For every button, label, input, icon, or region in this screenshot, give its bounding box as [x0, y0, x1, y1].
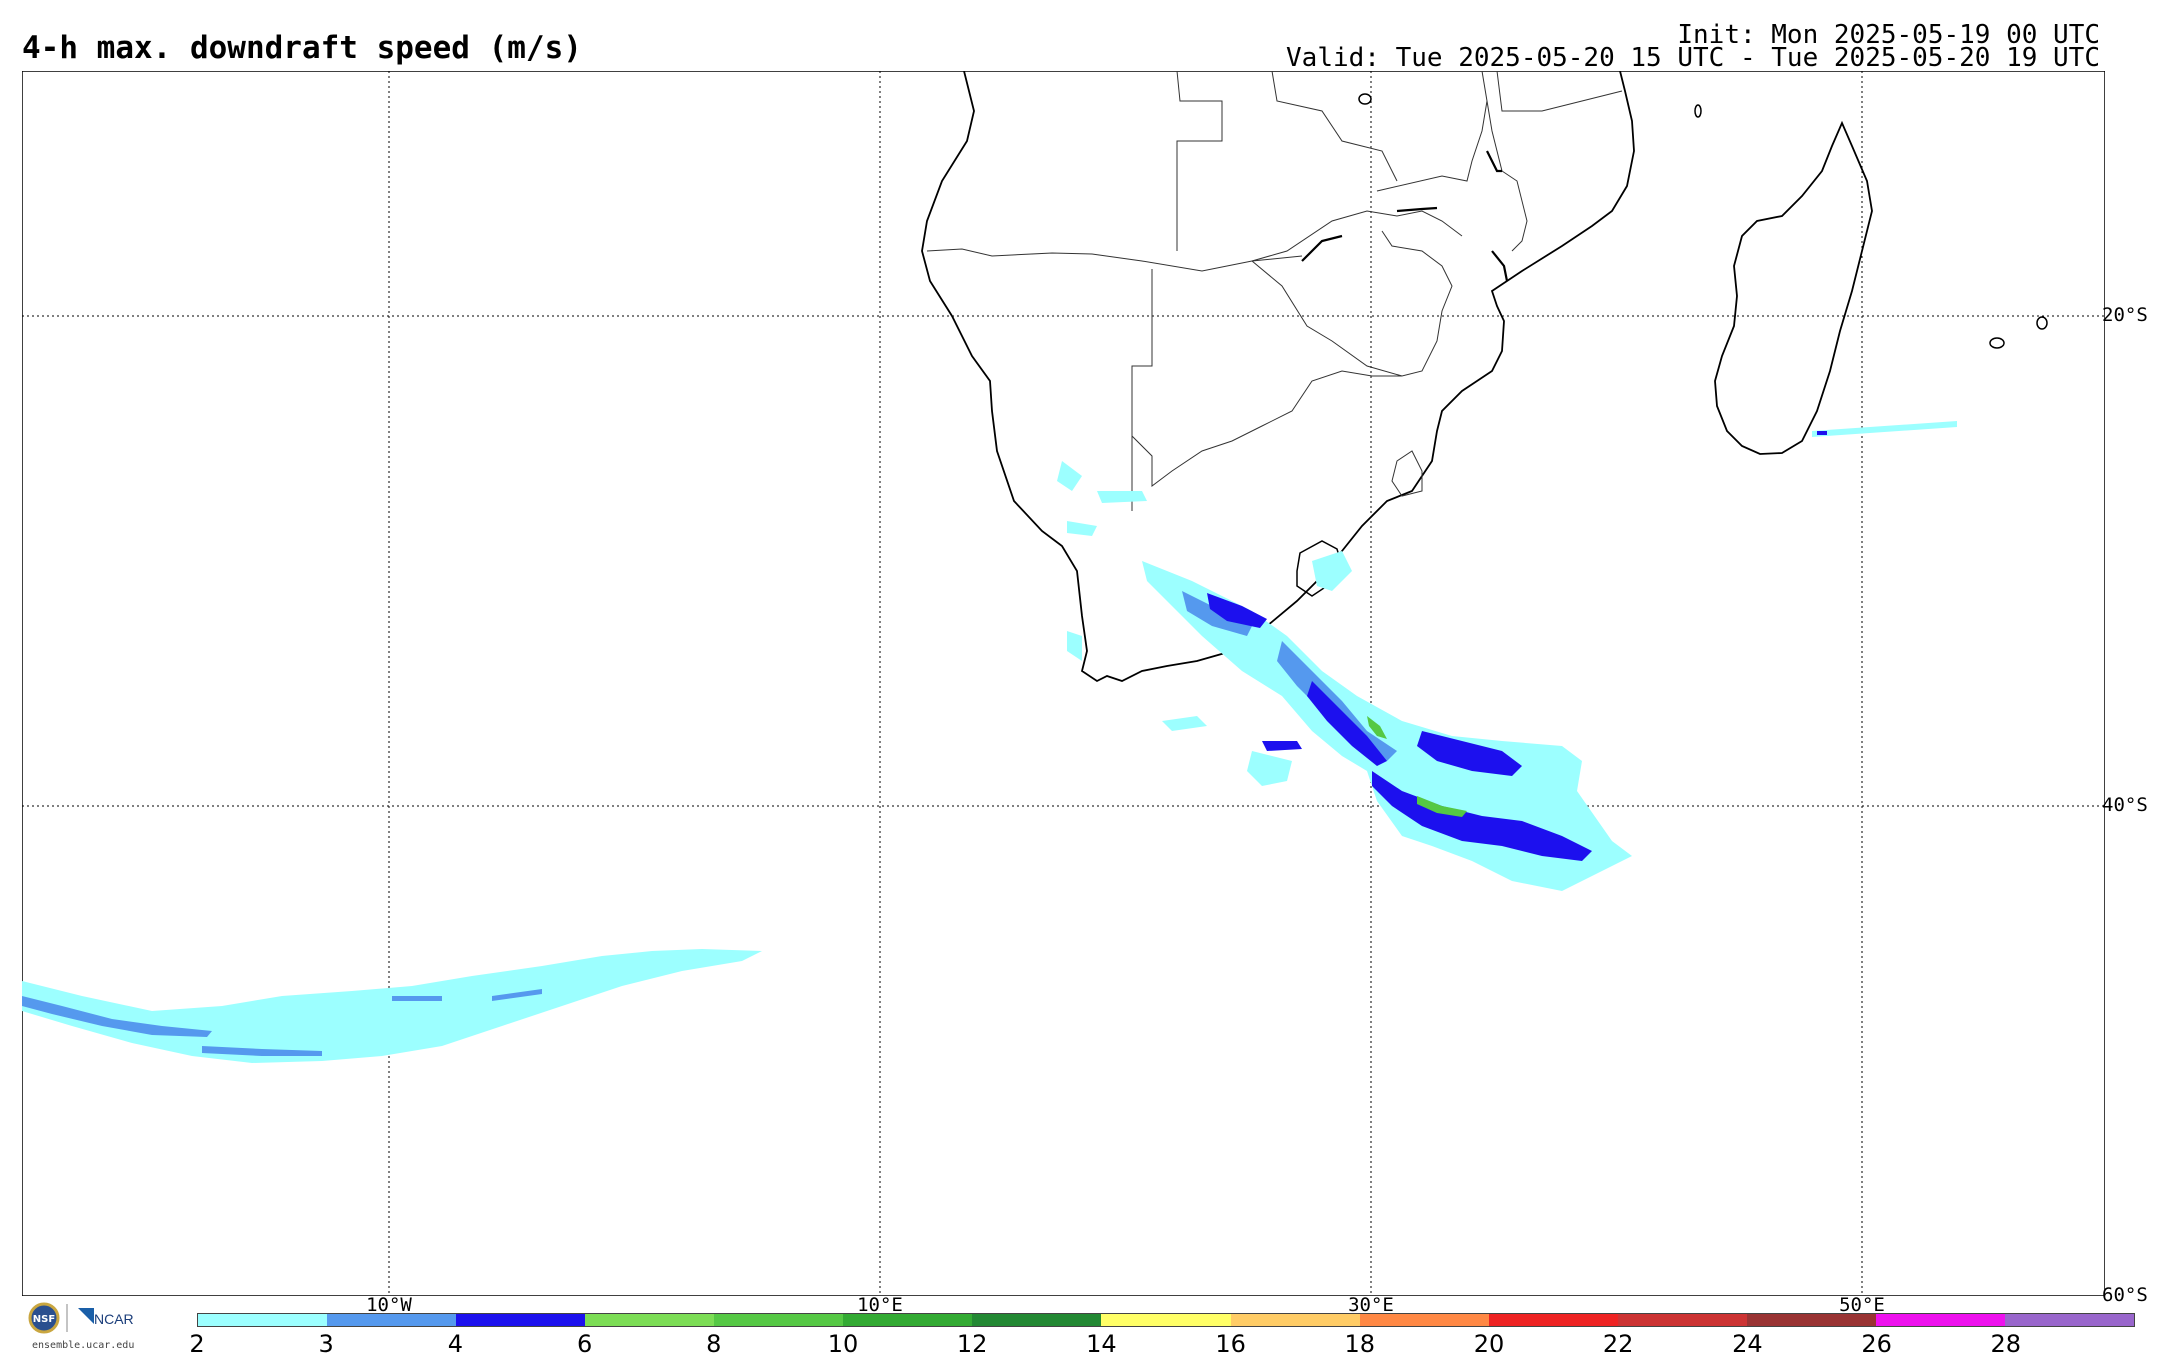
downdraft-shading-atlantic [22, 949, 762, 1063]
colorbar-segment [714, 1314, 844, 1326]
lon-label-10w: 10°W [366, 1294, 412, 1316]
reunion-island [2036, 316, 2048, 330]
colorbar-tick-label: 14 [1086, 1330, 1117, 1358]
colorbar-tick-label: 10 [827, 1330, 859, 1358]
ncar-text: NCAR [94, 1311, 134, 1327]
colorbar-tick-label: 2 [189, 1330, 205, 1358]
nsf-seal-icon [28, 1302, 60, 1334]
lon-label-10e: 10°E [857, 1294, 903, 1316]
map-title: 4-h max. downdraft speed (m/s) [22, 30, 582, 66]
madagascar-coastline [1714, 120, 1873, 455]
colorbar-segment [1875, 1314, 2005, 1326]
colorbar-tick-label: 6 [576, 1330, 593, 1358]
init-time: Init: Mon 2025-05-19 00 UTC [1677, 20, 2100, 50]
lat-label-40s: 40°S [2102, 794, 2148, 816]
map-frame [22, 71, 2105, 1296]
colorbar-segment [1488, 1314, 1618, 1326]
lon-label-50e: 50°E [1839, 1294, 1885, 1316]
colorbar-segment [843, 1314, 973, 1326]
mauritius-island [1989, 337, 2005, 349]
lat-label-60s: 60°S [2102, 1284, 2148, 1306]
colorbar-tick-label: 20 [1473, 1330, 1505, 1358]
colorbar-tick-label: 8 [706, 1330, 722, 1358]
nsf-ncar-logo: NSF NCAR [28, 1302, 134, 1334]
colorbar-segment [198, 1314, 328, 1326]
colorbar-segment [456, 1314, 586, 1326]
lon-label-30e: 30°E [1348, 1294, 1394, 1316]
colorbar-tick-label: 4 [447, 1330, 464, 1358]
map-panel [22, 71, 2105, 1296]
colorbar-tick-label: 22 [1602, 1330, 1634, 1358]
country-borders [926, 71, 1623, 511]
colorbar-segment [585, 1314, 715, 1326]
graticule [22, 71, 2105, 1296]
colorbar-segment [1230, 1314, 1360, 1326]
colorbar-segment [1359, 1314, 1489, 1326]
comoros-island [1694, 104, 1702, 118]
site-url: ensemble.ucar.edu [32, 1340, 135, 1351]
downdraft-shading-africa [1057, 421, 1957, 891]
colorbar-tick-label: 24 [1732, 1330, 1763, 1358]
nsf-text: NSF [33, 1314, 55, 1325]
colorbar-tick-label: 18 [1344, 1330, 1376, 1358]
lakes [1301, 150, 1509, 282]
colorbar-segment [1746, 1314, 1876, 1326]
colorbar-tick-label: 28 [1990, 1330, 2022, 1358]
valid-time: Valid: Tue 2025-05-20 15 UTC - Tue 2025-… [1286, 43, 2100, 73]
colorbar [197, 1313, 2135, 1327]
colorbar-segment [1101, 1314, 1231, 1326]
colorbar-tick-label: 26 [1861, 1330, 1892, 1358]
colorbar-segment [1617, 1314, 1747, 1326]
colorbar-segment [972, 1314, 1102, 1326]
colorbar-tick-label: 3 [318, 1330, 334, 1358]
colorbar-tick-label: 12 [956, 1330, 988, 1358]
lat-label-20s: 20°S [2102, 304, 2148, 326]
colorbar-tick-label: 16 [1215, 1330, 1246, 1358]
colorbar-segment [327, 1314, 457, 1326]
ncar-mark-icon [78, 1308, 94, 1324]
lake-island [1358, 93, 1372, 105]
colorbar-segment [2004, 1314, 2134, 1326]
